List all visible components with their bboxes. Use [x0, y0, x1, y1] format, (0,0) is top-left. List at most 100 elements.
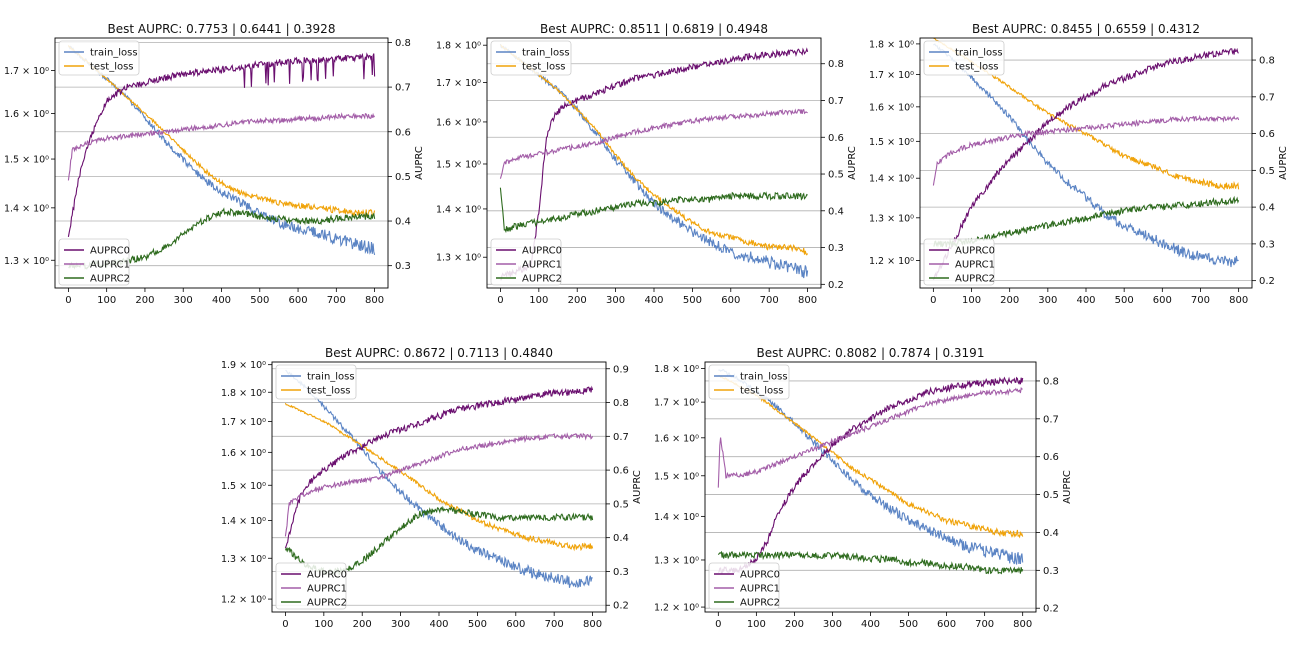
x-tick-label: 0: [497, 295, 503, 306]
y-tick-label: 1.7 × 10⁰: [654, 398, 699, 409]
y2-tick-label: 0.6: [1259, 129, 1275, 140]
x-tick-label: 600: [937, 619, 956, 630]
chart-panel-4: Best AUPRC: 0.8672 | 0.7113 | 0.4840 0 100…: [221, 346, 643, 630]
y-tick-label: 1.9 × 10⁰: [221, 360, 266, 371]
series-line-AUPRC1: [932, 114, 1240, 186]
legend-loss: train_loss test_loss: [708, 364, 790, 400]
y2-tick-label: 0.3: [1259, 239, 1275, 250]
legend-auprc: AUPRC0 AUPRC1 AUPRC2: [923, 238, 995, 286]
y-tick-label: 1.7 × 10⁰: [4, 66, 49, 77]
x-tick-label: 200: [568, 295, 587, 306]
y-tick-label: 1.6 × 10⁰: [654, 433, 699, 444]
series-line-train_loss: [933, 43, 1239, 268]
x-tick-label: 400: [644, 295, 663, 306]
y2-axis-label: AUPRC: [1278, 146, 1289, 180]
series-line-AUPRC2: [717, 550, 1024, 575]
x-tick-label: 200: [353, 619, 372, 630]
chart-title: Best AUPRC: 0.8455 | 0.6559 | 0.4312: [972, 22, 1200, 36]
y2-tick-label: 0.4: [1259, 203, 1275, 214]
legend-auprc: AUPRC0 AUPRC1 AUPRC2: [490, 238, 562, 286]
y-tick-label: 1.6 × 10⁰: [869, 102, 914, 113]
series-line-train_loss: [718, 368, 1024, 565]
y2-tick-label: 0.3: [1043, 566, 1059, 577]
legend-entry-test_loss: test_loss: [955, 62, 999, 73]
legend-entry-test_loss: test_loss: [90, 62, 134, 73]
x-tick-label: 500: [468, 619, 487, 630]
chart-title: Best AUPRC: 0.7753 | 0.6441 | 0.3928: [108, 22, 336, 36]
x-tick-label: 300: [174, 295, 193, 306]
y-tick-label: 1.4 × 10⁰: [4, 203, 49, 214]
series-line-test_loss: [284, 402, 594, 552]
legend-entry-AUPRC2: AUPRC2: [522, 274, 562, 285]
x-tick-label: 600: [289, 295, 308, 306]
y-tick-label: 1.7 × 10⁰: [436, 78, 481, 89]
y2-tick-label: 0.5: [395, 172, 411, 183]
y2-tick-label: 0.8: [395, 38, 411, 49]
y-tick-label: 1.3 × 10⁰: [4, 256, 49, 267]
legend-entry-AUPRC2: AUPRC2: [740, 598, 780, 609]
series-line-AUPRC1: [499, 108, 808, 179]
y2-tick-label: 0.7: [1043, 414, 1059, 425]
y2-axis-label: AUPRC: [414, 146, 425, 180]
x-tick-label: 600: [506, 619, 525, 630]
series-line-AUPRC1: [717, 386, 1023, 488]
x-tick-label: 700: [1191, 295, 1210, 306]
y-tick-label: 1.6 × 10⁰: [221, 448, 266, 459]
x-tick-label: 100: [97, 295, 116, 306]
x-tick-label: 300: [823, 619, 842, 630]
legend-entry-test_loss: test_loss: [522, 62, 566, 73]
y2-tick-label: 0.4: [1043, 528, 1059, 539]
y2-tick-label: 0.8: [1259, 56, 1275, 67]
y2-tick-label: 0.5: [828, 170, 844, 181]
x-tick-label: 800: [1013, 619, 1032, 630]
series-line-train_loss: [67, 45, 376, 256]
y2-tick-label: 0.7: [828, 96, 844, 107]
y2-tick-label: 0.8: [1043, 376, 1059, 387]
legend-entry-AUPRC1: AUPRC1: [90, 260, 130, 271]
legend-loss: train_loss test_loss: [923, 40, 1005, 76]
x-tick-label: 400: [1076, 295, 1095, 306]
y2-tick-label: 0.4: [828, 206, 844, 217]
legend-entry-AUPRC2: AUPRC2: [955, 274, 995, 285]
x-tick-label: 700: [545, 619, 564, 630]
y2-tick-label: 0.6: [395, 127, 411, 138]
legend-auprc: AUPRC0 AUPRC1 AUPRC2: [275, 562, 347, 610]
y2-tick-label: 0.5: [1259, 166, 1275, 177]
x-tick-label: 600: [1153, 295, 1172, 306]
y2-tick-label: 0.2: [1259, 276, 1275, 287]
x-tick-label: 300: [606, 295, 625, 306]
y2-tick-label: 0.2: [613, 601, 629, 612]
x-tick-label: 100: [747, 619, 766, 630]
x-tick-label: 400: [861, 619, 880, 630]
series-line-AUPRC1: [284, 432, 594, 537]
x-tick-label: 800: [365, 295, 384, 306]
y2-tick-label: 0.3: [828, 243, 844, 254]
y-tick-label: 1.8 × 10⁰: [221, 388, 266, 399]
x-tick-label: 700: [975, 619, 994, 630]
x-tick-label: 500: [683, 295, 702, 306]
y-tick-label: 1.7 × 10⁰: [869, 70, 914, 81]
legend-entry-AUPRC0: AUPRC0: [740, 570, 780, 581]
x-tick-label: 500: [250, 295, 269, 306]
legend-entry-test_loss: test_loss: [307, 386, 351, 397]
series-line-AUPRC0: [500, 47, 809, 281]
series-line-test_loss: [500, 44, 809, 256]
series-line-train_loss: [285, 369, 593, 589]
legend-entry-AUPRC0: AUPRC0: [955, 246, 995, 257]
legend-loss: train_loss test_loss: [490, 40, 572, 76]
y-tick-label: 1.4 × 10⁰: [221, 516, 266, 527]
legend-entry-train_loss: train_loss: [90, 48, 138, 59]
legend-entry-AUPRC0: AUPRC0: [90, 246, 130, 257]
y-tick-label: 1.4 × 10⁰: [654, 512, 699, 523]
y-tick-label: 1.3 × 10⁰: [436, 253, 481, 264]
x-tick-label: 200: [1000, 295, 1019, 306]
y-tick-label: 1.5 × 10⁰: [4, 155, 49, 166]
series-line-AUPRC0: [67, 52, 376, 237]
x-tick-label: 800: [798, 295, 817, 306]
legend-auprc: AUPRC0 AUPRC1 AUPRC2: [708, 562, 780, 610]
y-tick-label: 1.6 × 10⁰: [436, 117, 481, 128]
x-tick-label: 600: [721, 295, 740, 306]
chart-title: Best AUPRC: 0.8672 | 0.7113 | 0.4840: [325, 346, 553, 360]
y2-axis-label: AUPRC: [847, 146, 858, 180]
y-tick-label: 1.4 × 10⁰: [869, 174, 914, 185]
